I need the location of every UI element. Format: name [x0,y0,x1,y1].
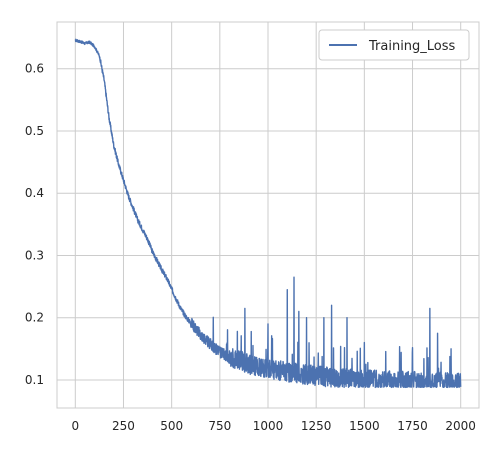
x-tick-labels: 0 250 500 750 1000 1250 1500 1750 2000 [71,419,475,433]
y-tick-label: 0.1 [25,373,44,387]
series-layer [74,38,462,389]
series-line-training-loss [74,38,462,389]
x-tick-label: 0 [71,419,79,433]
x-tick-label: 2000 [445,419,476,433]
y-tick-labels: 0.1 0.2 0.3 0.4 0.5 0.6 [25,62,44,387]
legend: Training_Loss [318,29,470,61]
x-tick-label: 750 [208,419,231,433]
x-tick-label: 1000 [253,419,284,433]
y-tick-label: 0.2 [25,311,44,325]
x-tick-label: 1500 [349,419,380,433]
y-tick-label: 0.3 [25,248,44,262]
y-tick-label: 0.6 [25,62,44,76]
y-tick-label: 0.4 [25,186,44,200]
x-tick-label: 250 [112,419,135,433]
legend-box [318,29,470,61]
legend-label-training-loss: Training_Loss [368,39,456,54]
plot-area-frame [56,21,480,409]
x-tick-label: 1250 [301,419,332,433]
x-tick-label: 500 [160,419,183,433]
x-tick-label: 1750 [397,419,428,433]
y-tick-label: 0.5 [25,124,44,138]
